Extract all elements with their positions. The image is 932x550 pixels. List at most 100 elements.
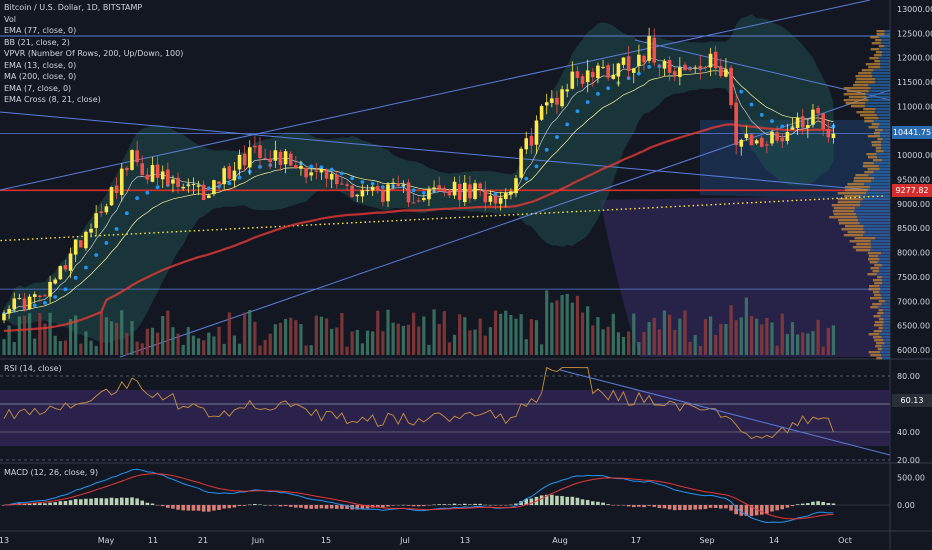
candle-body	[580, 76, 585, 84]
vpvr-bar-down	[882, 327, 890, 330]
vpvr-bar-down	[873, 69, 890, 72]
volume-bar	[724, 324, 728, 355]
price-tick-label: 6000.00	[897, 346, 930, 355]
volume-bar	[565, 293, 569, 355]
macd-histogram-bar	[708, 505, 713, 508]
candle-body	[672, 71, 677, 77]
candle-body	[693, 67, 697, 69]
volume-bar	[12, 342, 16, 355]
candle-body	[207, 195, 211, 199]
vpvr-bar-down	[863, 228, 890, 231]
macd-histogram-bar	[509, 504, 513, 506]
candle-body	[647, 36, 651, 61]
vpvr-bar-up	[844, 186, 870, 189]
candle-body	[519, 148, 523, 178]
candle-body	[468, 184, 472, 199]
ema-13-dot	[350, 176, 355, 181]
volume-bar	[89, 340, 93, 355]
vpvr-bar-up	[845, 102, 866, 105]
candle-body	[739, 139, 744, 147]
rsi-tick-label: 40.00	[897, 428, 920, 437]
volume-bar	[345, 346, 349, 355]
candle-body	[345, 184, 349, 186]
macd-histogram-bar	[386, 505, 390, 507]
volume-bar	[217, 326, 221, 355]
price-tick-label: 13000.00	[897, 5, 932, 14]
vpvr-bar-down	[882, 309, 890, 312]
macd-histogram-bar	[688, 505, 692, 510]
x-tick-label: 15	[321, 536, 331, 545]
vpvr-bar-down	[881, 252, 890, 255]
macd-histogram-bar	[601, 502, 605, 505]
macd-histogram-bar	[273, 505, 278, 506]
volume-bar	[529, 318, 533, 355]
ema-13-dot	[319, 165, 324, 170]
macd-histogram-bar	[544, 494, 549, 505]
candle-body	[119, 168, 124, 195]
volume-bar	[156, 332, 160, 355]
volume-bar	[278, 322, 283, 355]
volume-bar	[657, 329, 661, 355]
macd-histogram-bar	[94, 498, 98, 505]
macd-histogram-bar	[560, 496, 564, 505]
candle-body	[237, 154, 242, 170]
candle-body	[94, 213, 98, 228]
volume-bar	[483, 335, 487, 355]
vpvr-bar-up	[843, 234, 864, 237]
candle-body	[806, 125, 810, 129]
candle-body	[539, 106, 544, 120]
candle-body	[785, 131, 790, 141]
volume-bar	[17, 316, 21, 355]
vpvr-bar-up	[846, 90, 869, 93]
candle-body	[488, 195, 493, 202]
vpvr-bar-down	[866, 192, 890, 195]
macd-histogram-bar	[365, 505, 370, 509]
volume-bar	[299, 323, 303, 355]
ema-13-dot	[596, 91, 600, 96]
vpvr-bar-down	[857, 216, 890, 219]
volume-bar	[683, 310, 687, 355]
vpvr-bar-up	[874, 339, 884, 342]
macd-histogram-bar	[488, 504, 493, 506]
candle-body	[27, 296, 32, 309]
volume-bar	[330, 328, 334, 355]
x-tick-label: 14	[769, 536, 779, 545]
macd-histogram-bar	[524, 498, 529, 505]
vpvr-bar-down	[881, 354, 890, 357]
vpvr-bar-down	[878, 57, 890, 60]
volume-bar	[693, 335, 697, 355]
vpvr-bar-up	[864, 117, 879, 120]
volume-bar	[258, 345, 262, 355]
vpvr-bar-down	[877, 126, 890, 129]
volume-bar	[688, 341, 692, 355]
candle-body	[432, 187, 436, 189]
volume-bar	[550, 302, 554, 355]
vpvr-bar-up	[856, 78, 876, 81]
vpvr-bar-up	[866, 153, 877, 156]
volume-bar	[821, 346, 825, 355]
candle-body	[355, 194, 360, 197]
volume-bar	[289, 317, 293, 355]
ema-13-dot	[84, 265, 88, 270]
macd-histogram-bar	[58, 501, 63, 505]
x-tick-label: 13	[0, 536, 9, 545]
candle-body	[591, 72, 595, 78]
vpvr-bar-down	[879, 267, 890, 270]
candle-body	[452, 181, 457, 196]
vpvr-bar-down	[879, 168, 890, 171]
macd-histogram-bar	[299, 505, 303, 508]
macd-histogram-bar	[201, 505, 206, 512]
vpvr-bar-up	[847, 231, 865, 234]
macd-histogram-bar	[657, 505, 662, 508]
candle-body	[222, 168, 226, 185]
vpvr-bar-up	[867, 168, 880, 171]
candle-body	[130, 150, 134, 170]
volume-bar	[365, 330, 370, 355]
candle-body	[616, 63, 621, 77]
candle-body	[606, 65, 610, 78]
macd-histogram-bar	[539, 495, 544, 505]
candle-body	[263, 158, 267, 160]
macd-histogram-bar	[335, 505, 339, 509]
vpvr-bar-down	[875, 108, 890, 111]
